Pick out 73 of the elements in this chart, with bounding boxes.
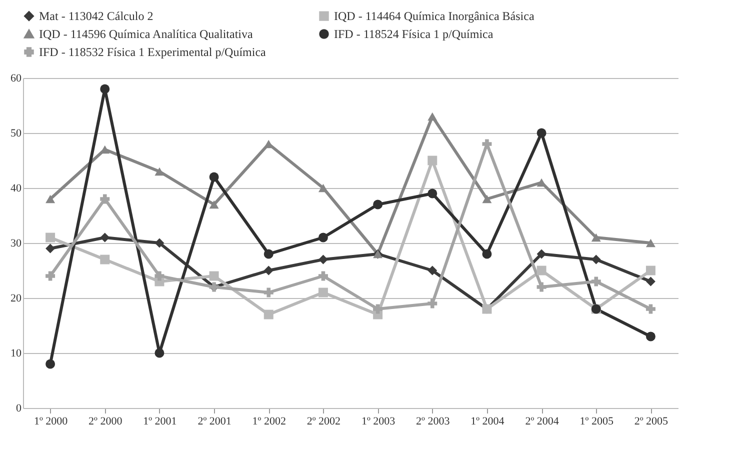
x-tick-label: 2º 2000 [88,416,123,428]
point [46,359,56,369]
legend-label: Mat - 113042 Cálculo 2 [39,9,154,24]
point [318,184,328,192]
legend-label: IQD - 114596 Química Analítica Qualitativa [39,27,254,41]
point [154,271,164,281]
legend-label: IFD - 118524 Física 1 p/Química [334,27,494,41]
point [373,304,383,314]
point [264,288,274,298]
x-tick-label: 2º 2004 [525,416,560,428]
point [100,194,110,204]
point [482,249,492,259]
x-tick-label: 1º 2003 [361,416,396,428]
x-tick-label: 2º 2005 [634,416,669,428]
point [591,276,601,286]
x-tick-label: 2º 2003 [416,416,450,428]
point [428,156,438,166]
point [100,232,110,242]
point [100,84,110,94]
point [428,112,438,121]
point [46,244,56,254]
legend-label: IFD - 118532 Física 1 Experimental p/Química [39,45,267,59]
point [482,139,492,149]
point [46,194,56,204]
point [536,266,546,276]
y-tick-label: 0 [16,402,22,414]
point [209,271,219,281]
point [482,194,492,204]
point [154,167,164,176]
point [318,288,328,298]
point [46,271,56,281]
point [154,348,164,358]
point [536,128,546,138]
point [209,200,219,209]
y-tick-label: 60 [10,72,22,84]
point [646,266,656,276]
legend-label: IQD - 114464 Química Inorgânica Básica [334,9,535,24]
point [536,249,546,259]
point [318,232,328,242]
y-tick-label: 10 [10,348,22,360]
point [264,249,274,259]
point [428,298,438,308]
x-tick-label: 2º 2001 [198,416,232,428]
point [591,233,601,242]
point [46,232,56,242]
point [536,282,546,292]
x-tick-label: 1º 2001 [143,416,177,428]
point [646,276,656,286]
point [318,271,328,281]
x-tick-label: 1º 2002 [252,416,286,428]
point [264,140,274,148]
x-tick-label: 2º 2002 [306,416,341,428]
point [264,310,274,320]
point [646,238,656,248]
point [591,254,601,264]
point [373,200,383,210]
point [154,238,164,248]
point [428,266,438,276]
x-tick-label: 1º 2005 [580,416,614,428]
x-tick-label: 1º 2000 [34,416,68,428]
point [646,332,656,342]
point [536,178,546,187]
point [318,254,328,264]
x-tick-label: 1º 2004 [470,416,505,428]
point [646,304,656,314]
point [264,266,274,276]
point [209,172,219,182]
y-tick-label: 40 [10,182,22,194]
y-tick-label: 30 [10,238,22,250]
point [100,254,110,264]
y-tick-label: 50 [10,128,22,140]
y-tick-label: 20 [10,292,22,304]
point [428,188,438,198]
